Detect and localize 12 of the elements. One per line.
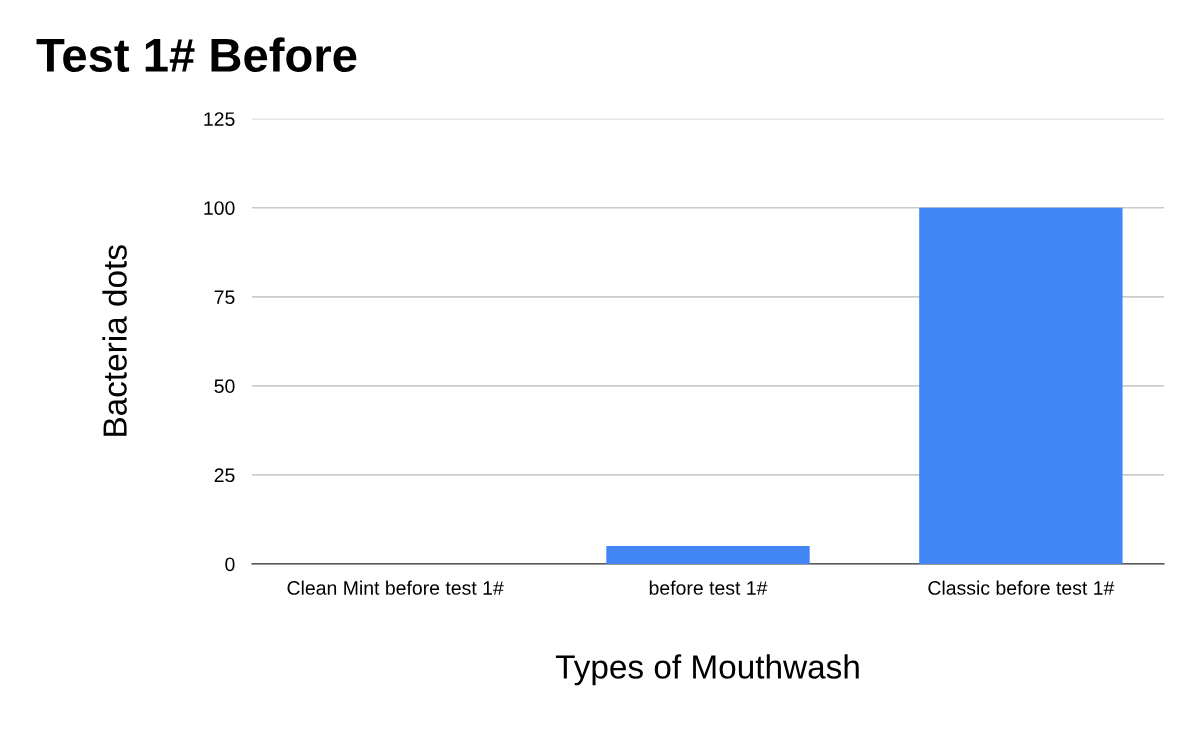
y-tick-label: 100 xyxy=(204,201,235,215)
x-tick-label: before test 1# xyxy=(649,580,768,595)
y-tick-label: 75 xyxy=(214,290,235,305)
y-tick-label: 50 xyxy=(214,379,235,394)
x-tick-label: Clean Mint before test 1# xyxy=(287,580,504,595)
y-tick-label: 125 xyxy=(204,112,235,126)
x-tick-label: Classic before test 1# xyxy=(928,580,1115,595)
y-axis-title: Bacteria dots xyxy=(102,245,127,436)
y-tick-label: 25 xyxy=(214,468,235,483)
y-tick-label: 0 xyxy=(225,557,235,572)
x-axis-title: Types of Mouthwash xyxy=(555,654,859,686)
chart-title: Test 1# Before xyxy=(36,37,357,73)
